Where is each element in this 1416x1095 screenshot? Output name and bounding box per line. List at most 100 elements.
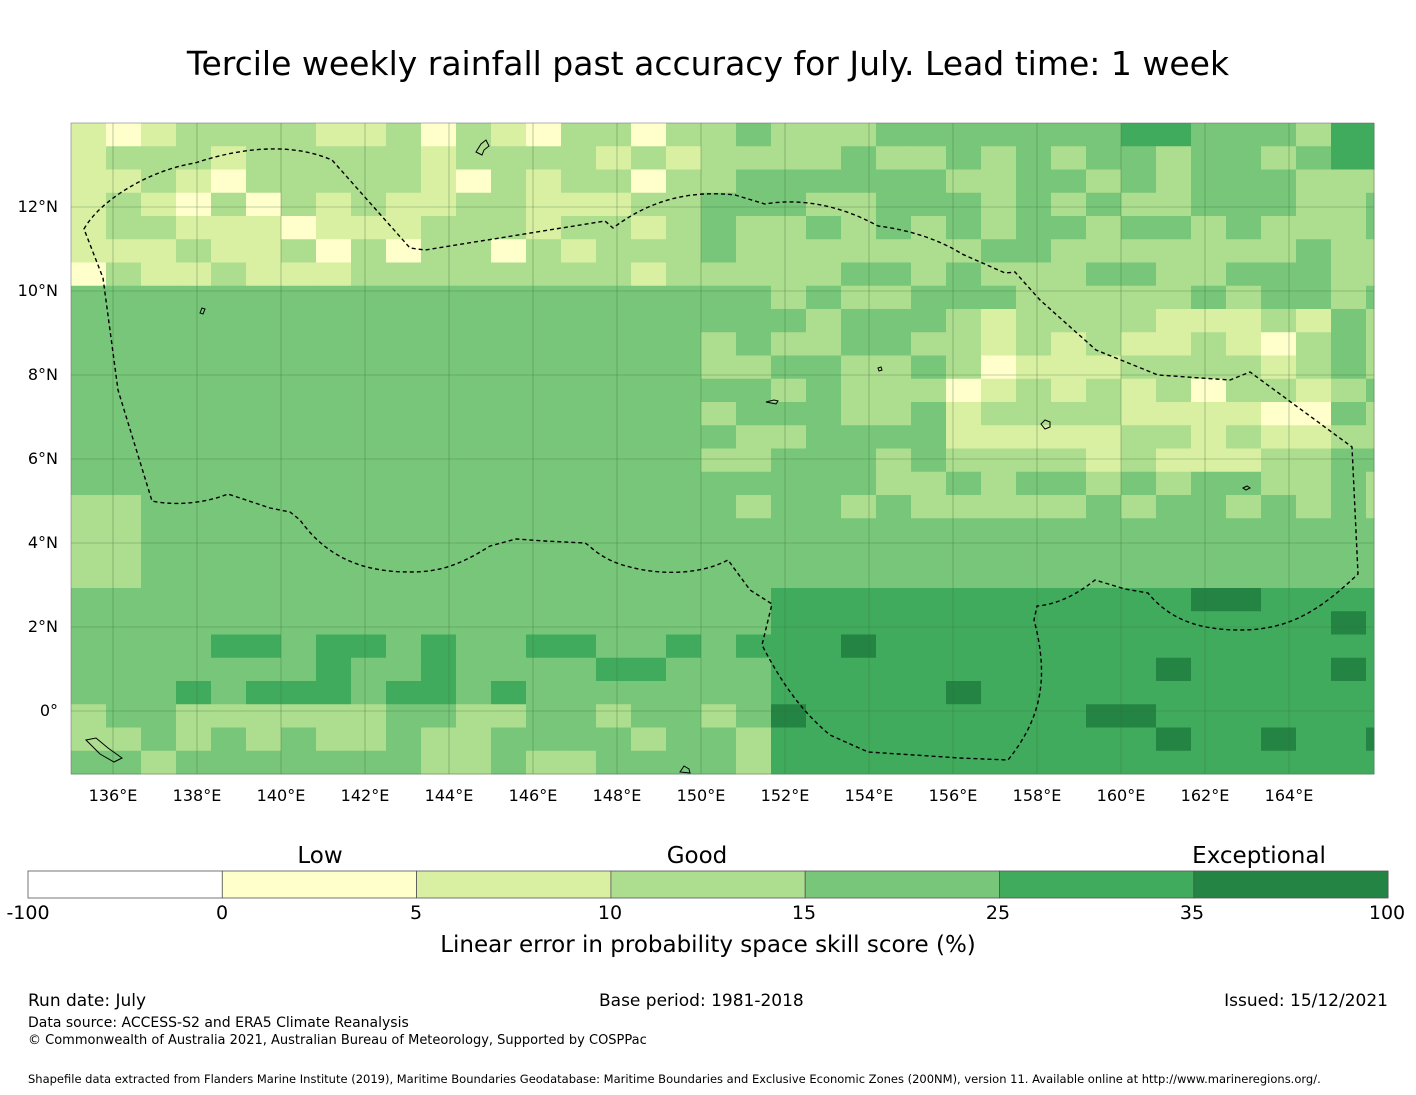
skill-cell: [981, 192, 1017, 217]
skill-cell: [386, 727, 422, 752]
skill-cell: [316, 123, 352, 147]
skill-cell: [1051, 704, 1087, 728]
skill-cell: [1331, 123, 1367, 147]
skill-cell: [176, 657, 212, 682]
skill-cell: [1331, 611, 1367, 635]
skill-cell: [176, 704, 212, 728]
skill-cell: [1331, 239, 1367, 263]
skill-cell: [876, 123, 912, 147]
skill-cell: [701, 332, 737, 356]
skill-cell: [351, 355, 387, 380]
skill-cell: [1226, 495, 1262, 519]
lat-label: 4°N: [27, 533, 58, 552]
skill-cell: [1156, 541, 1192, 566]
lon-label: 158°E: [1012, 786, 1062, 805]
colorbar-tick: 35: [1179, 902, 1205, 924]
skill-cell: [386, 402, 422, 426]
skill-cell: [771, 727, 807, 752]
skill-cell: [246, 425, 282, 449]
skill-cell: [736, 146, 772, 170]
skill-cell: [456, 611, 492, 635]
lon-label: 164°E: [1264, 786, 1314, 805]
lon-label: 160°E: [1096, 786, 1146, 805]
skill-cell: [1086, 262, 1122, 287]
skill-cell: [106, 495, 142, 519]
colorbar-tick: 25: [985, 902, 1011, 924]
skill-cell: [421, 355, 457, 380]
skill-cell: [246, 611, 282, 635]
skill-cell: [806, 425, 842, 449]
skill-cell: [631, 518, 667, 542]
skill-cell: [1121, 727, 1157, 752]
skill-cell: [1016, 681, 1052, 705]
skill-cell: [141, 332, 177, 356]
skill-cell: [771, 239, 807, 263]
skill-cell: [841, 123, 877, 147]
skill-cell: [491, 239, 527, 263]
skill-cell: [1121, 285, 1157, 310]
skill-cell: [351, 378, 387, 403]
skill-cell: [491, 704, 527, 728]
skill-cell: [1261, 704, 1297, 728]
skill-cell: [71, 541, 107, 566]
skill-cell: [491, 588, 527, 612]
skill-cell: [281, 564, 317, 589]
skill-cell: [1191, 471, 1227, 496]
island-outline: [475, 139, 490, 156]
skill-cell: [421, 169, 457, 194]
skill-cell: [176, 123, 212, 147]
skill-cell: [281, 425, 317, 449]
skill-cell: [71, 169, 107, 194]
skill-cell: [946, 309, 982, 333]
skill-cell: [351, 518, 387, 542]
skill-cell: [1121, 239, 1157, 263]
skill-cell: [1296, 448, 1332, 473]
skill-cell: [1121, 146, 1157, 170]
skill-cell: [1051, 378, 1087, 403]
skill-cell: [211, 425, 247, 449]
skill-cell: [771, 564, 807, 589]
skill-cell: [1261, 192, 1297, 217]
skill-cell: [456, 657, 492, 682]
skill-cell: [631, 285, 667, 310]
skill-cell: [1226, 402, 1262, 426]
skill-cell: [106, 285, 142, 310]
skill-cell: [71, 378, 107, 403]
skill-cell: [386, 518, 422, 542]
skill-cell: [946, 681, 982, 705]
skill-cell: [491, 634, 527, 659]
skill-cell: [876, 146, 912, 170]
skill-cell: [1261, 727, 1297, 752]
skill-cell: [981, 332, 1017, 356]
skill-cell: [211, 262, 247, 287]
skill-cell: [701, 425, 737, 449]
colorbar-swatch: [804, 870, 1000, 899]
skill-cell: [1261, 750, 1297, 775]
skill-cell: [561, 704, 597, 728]
skill-cell: [71, 634, 107, 659]
skill-cell: [141, 588, 177, 612]
skill-cell: [911, 402, 947, 426]
skill-cell: [141, 750, 177, 775]
skill-cell: [736, 518, 772, 542]
skill-cell: [211, 216, 247, 240]
skill-cell: [281, 541, 317, 566]
colorbar-swatch: [999, 870, 1195, 899]
colorbar-swatch: [27, 870, 223, 899]
skill-cell: [876, 704, 912, 728]
skill-cell: [1191, 285, 1227, 310]
skill-cell: [1016, 518, 1052, 542]
skill-cell: [1366, 332, 1375, 356]
skill-cell: [771, 704, 807, 728]
skill-cell: [1296, 564, 1332, 589]
skill-cell: [666, 169, 702, 194]
skill-cell: [911, 448, 947, 473]
skill-cell: [1086, 750, 1122, 775]
skill-cell: [596, 355, 632, 380]
skill-cell: [876, 495, 912, 519]
skill-cell: [1086, 402, 1122, 426]
skill-cell: [106, 239, 142, 263]
skill-cell: [71, 657, 107, 682]
skill-cell: [1121, 448, 1157, 473]
skill-cell: [1296, 378, 1332, 403]
